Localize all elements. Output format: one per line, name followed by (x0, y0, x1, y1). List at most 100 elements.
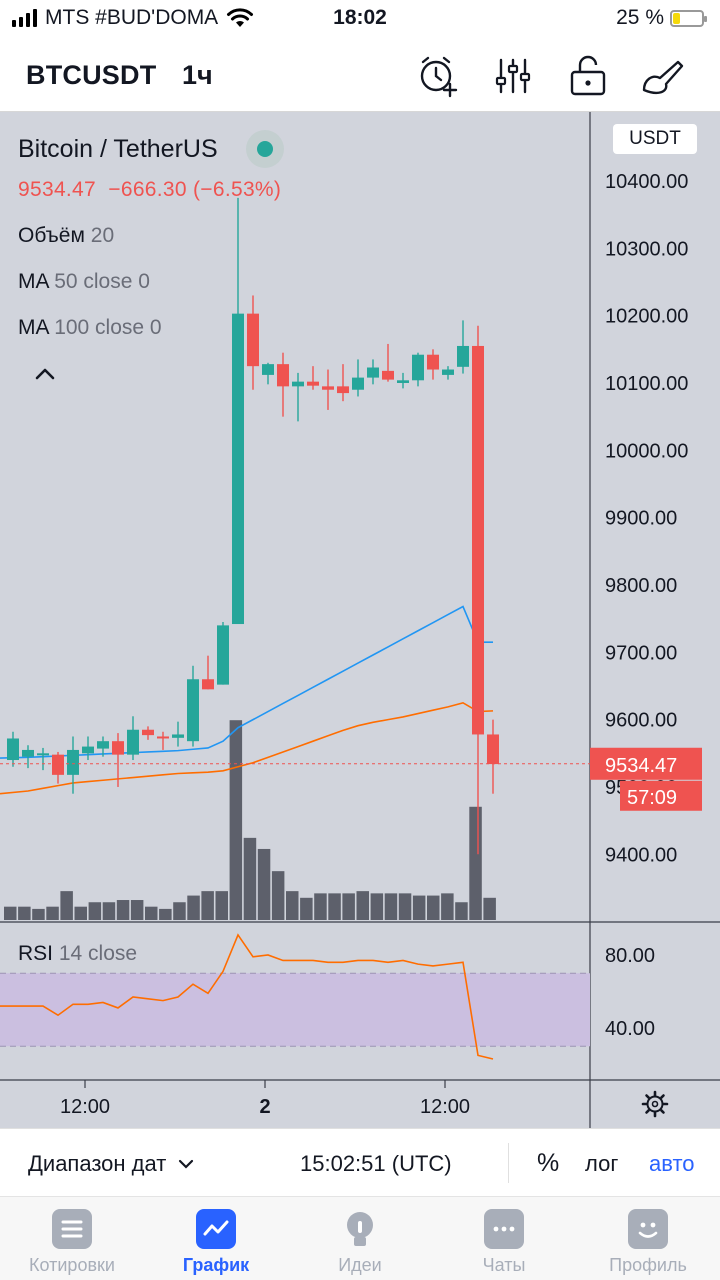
candle-up (82, 746, 94, 754)
chevron-down-icon (179, 1159, 194, 1169)
price-tick-label: 10300.00 (605, 238, 688, 260)
collapse-legend-icon[interactable] (30, 362, 60, 386)
volume-bar (314, 893, 327, 920)
ma50-label: MA (18, 270, 49, 293)
volume-bar (88, 902, 102, 920)
auto-scale-toggle[interactable]: авто (649, 1151, 695, 1176)
volume-bar (187, 895, 200, 920)
status-left: MTS #BUD'DOMA (12, 6, 254, 30)
price-tick-label: 9900.00 (605, 508, 677, 530)
percent-scale-toggle[interactable]: % (537, 1149, 560, 1177)
volume-bar (60, 891, 73, 920)
ma100-params: 100 close 0 (54, 316, 162, 339)
chart-legend: Bitcoin / TetherUS 9534.47 −666.30 (−6.5… (18, 130, 284, 340)
legend-ma50[interactable]: MA 50 close 0 (18, 270, 284, 294)
market-open-status-icon[interactable] (245, 130, 284, 168)
symbol-description: Bitcoin / TetherUS (18, 134, 218, 163)
chart-toolbar: BTCUSDT 1ч (0, 40, 720, 112)
rsi-label: RSI (18, 942, 54, 965)
indicators-icon[interactable] (489, 52, 537, 100)
wifi-icon (227, 8, 254, 27)
candle-down (247, 313, 259, 367)
volume-bar (300, 897, 313, 920)
currency-badge[interactable]: USDT (613, 124, 697, 154)
candle-up (97, 741, 109, 749)
tab-chart[interactable]: График (144, 1209, 288, 1276)
volume-value: 20 (90, 224, 115, 247)
candle-up (127, 729, 139, 755)
legend-volume[interactable]: Объём 20 (18, 224, 284, 248)
battery-percent: 25 % (616, 6, 664, 29)
log-scale-toggle[interactable]: лог (585, 1151, 619, 1176)
volume-bar (201, 891, 214, 920)
candle-down (472, 345, 484, 735)
unlock-icon[interactable] (564, 52, 612, 100)
tab-quotes[interactable]: Котировки (0, 1209, 144, 1276)
legend-ma100[interactable]: MA 100 close 0 (18, 316, 284, 340)
interval-button[interactable]: 1ч (182, 60, 213, 90)
candle-down (322, 386, 334, 390)
time-tick-label: 12:00 (420, 1096, 470, 1118)
chart-bottom-bar: Диапазон дат 15:02:51 (UTC) % лог авто (0, 1128, 720, 1196)
tab-label: График (182, 1255, 250, 1275)
ma100-line (0, 701, 494, 795)
candle-up (187, 679, 199, 742)
rsi-legend[interactable]: RSI 14 close (18, 942, 137, 966)
price-tick-label: 10400.00 (605, 171, 688, 193)
rsi-params: 14 close (58, 942, 138, 965)
price-tick-label: 10100.00 (605, 373, 688, 395)
legend-title-row: Bitcoin / TetherUS (18, 130, 284, 168)
tab-label: Идеи (338, 1255, 382, 1275)
candle-up (217, 625, 229, 685)
candle-down (382, 370, 394, 380)
volume-bar (215, 891, 228, 920)
volume-bar (116, 900, 130, 920)
candle-up (367, 367, 379, 378)
volume-bar (412, 895, 426, 920)
timezone-clock[interactable]: 15:02:51 (UTC) (300, 1151, 452, 1176)
tab-profile[interactable]: Профиль (576, 1209, 720, 1276)
time-tick-label: 2 (259, 1096, 270, 1118)
bottom-tab-bar: Котировки График Идеи Чаты Профиль (0, 1196, 720, 1280)
volume-bar (173, 902, 186, 920)
tab-ideas[interactable]: Идеи (288, 1209, 432, 1276)
add-alert-icon[interactable] (414, 52, 462, 100)
rsi-tick-label: 40.00 (605, 1018, 655, 1040)
date-range-label: Диапазон дат (28, 1151, 167, 1176)
candle-up (352, 377, 364, 390)
candle-down (157, 736, 169, 739)
volume-bar (441, 893, 454, 920)
candle-down (307, 381, 319, 386)
date-range-button[interactable]: Диапазон дат (28, 1151, 196, 1177)
volume-bar (469, 806, 482, 920)
candle-up (67, 749, 79, 775)
price-tick-label: 9600.00 (605, 710, 677, 732)
candle-up (412, 354, 424, 381)
time-tick-label: 12:00 (60, 1096, 110, 1118)
countdown-badge (620, 780, 702, 811)
tab-label: Профиль (609, 1255, 687, 1275)
tab-label: Котировки (29, 1255, 115, 1275)
chart-canvas[interactable]: 9400.009500.009600.009700.009800.009900.… (0, 112, 720, 1128)
rsi-band (0, 973, 590, 1047)
quotes-icon (52, 1209, 92, 1249)
chart-icon (196, 1209, 236, 1249)
symbol-button[interactable]: BTCUSDT (26, 60, 157, 90)
price-tick-label: 9700.00 (605, 642, 677, 664)
chart-area[interactable]: 9400.009500.009600.009700.009800.009900.… (0, 112, 720, 1128)
drawing-tools-icon[interactable] (638, 52, 686, 100)
volume-label: Объём (18, 224, 85, 247)
volume-bar (370, 893, 384, 920)
volume-bar (455, 902, 468, 920)
status-right: 25 % (616, 6, 707, 30)
candle-up (292, 381, 304, 387)
candle-up (22, 749, 34, 757)
tab-chats[interactable]: Чаты (432, 1209, 576, 1276)
candle-up (442, 369, 454, 375)
rsi-tick-label: 80.00 (605, 945, 655, 967)
volume-bar (328, 893, 341, 920)
volume-bar (74, 906, 87, 920)
price-tick-label: 10200.00 (605, 306, 688, 328)
candle-down (142, 729, 154, 736)
chart-settings-icon[interactable] (640, 1089, 670, 1119)
